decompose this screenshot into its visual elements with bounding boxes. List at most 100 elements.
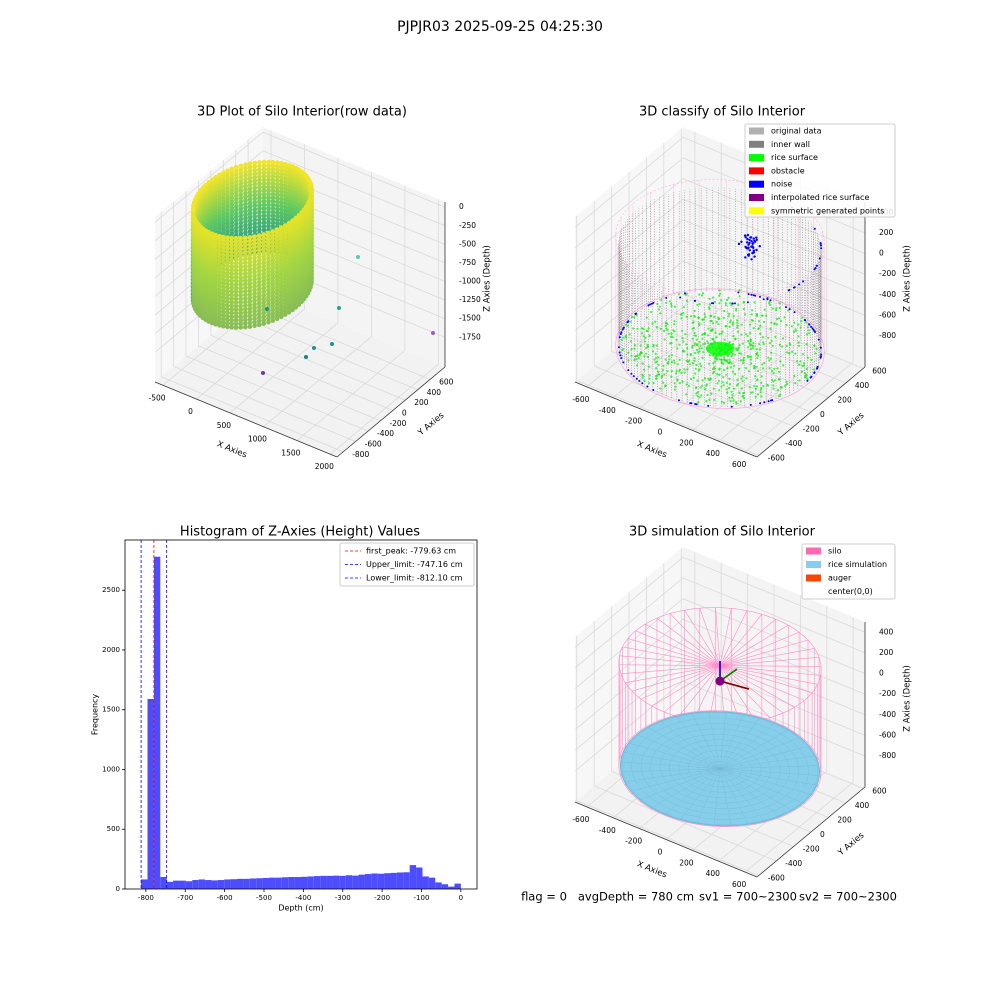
rice-point <box>712 296 715 299</box>
rice-point <box>750 319 753 322</box>
silo-spoke <box>715 607 721 666</box>
outlier-point <box>265 307 269 311</box>
point <box>283 179 288 185</box>
rice-point <box>660 376 663 379</box>
rice-point <box>743 391 746 394</box>
grid-line <box>586 131 696 388</box>
point <box>252 164 258 169</box>
point <box>257 167 262 172</box>
point <box>221 302 226 308</box>
point <box>221 320 226 326</box>
rice-point <box>626 324 629 327</box>
rice-point <box>633 347 636 350</box>
noise-point <box>635 312 638 315</box>
noise-point <box>763 401 766 404</box>
rice-point <box>701 318 704 321</box>
rice-point <box>767 336 770 339</box>
point <box>270 229 276 234</box>
point <box>261 264 267 269</box>
y-tick-label: 600 <box>439 377 454 386</box>
point <box>238 235 243 241</box>
point <box>225 242 230 248</box>
x-tick-label: 500 <box>217 421 232 430</box>
rice-point <box>670 332 673 335</box>
noise-point <box>649 303 651 306</box>
noise-point <box>627 369 630 372</box>
point <box>286 180 292 186</box>
point <box>209 274 215 279</box>
rice-point <box>673 305 676 308</box>
point <box>286 191 292 197</box>
noise-point <box>678 399 680 402</box>
rice-point <box>774 335 777 338</box>
x-tick-label: 200 <box>679 858 694 867</box>
rice-point <box>655 377 658 380</box>
point <box>270 282 276 288</box>
point <box>221 274 226 279</box>
rice-point <box>740 352 743 355</box>
rice-point <box>629 340 633 343</box>
point <box>282 269 288 275</box>
rice-point <box>728 325 731 328</box>
rice-point <box>736 378 739 381</box>
rice-point <box>733 387 736 390</box>
point <box>225 292 230 298</box>
point <box>266 277 271 282</box>
point <box>221 245 226 251</box>
rice-point <box>709 303 712 306</box>
point <box>213 304 218 309</box>
rice-point <box>738 391 741 395</box>
point <box>283 176 288 181</box>
point <box>217 201 222 206</box>
point <box>286 163 292 168</box>
point <box>209 177 215 182</box>
rice-point <box>761 363 764 366</box>
point <box>213 275 218 281</box>
point <box>217 262 222 268</box>
rice-point <box>761 336 764 339</box>
auger-x <box>719 680 750 690</box>
rice-point <box>691 362 695 365</box>
rice-point <box>669 342 672 345</box>
noise-point <box>813 227 816 230</box>
rice-point <box>621 349 624 352</box>
rice-mesh <box>665 768 721 815</box>
point <box>213 297 218 302</box>
point <box>257 203 262 208</box>
silo-ring <box>615 288 825 409</box>
point <box>252 167 258 173</box>
rice-point <box>683 371 686 374</box>
point <box>213 224 218 230</box>
rice-point <box>731 323 734 326</box>
y-tick-label: 200 <box>837 395 852 404</box>
point <box>217 308 222 314</box>
point <box>217 280 222 285</box>
point <box>238 303 243 309</box>
rice-point <box>767 356 770 359</box>
point <box>261 303 267 309</box>
point <box>266 216 271 222</box>
z-tick-label: -600 <box>879 310 896 319</box>
rice-point <box>678 382 682 385</box>
y-tick-label: 600 <box>872 786 887 795</box>
point <box>217 233 222 239</box>
rice-mesh <box>719 711 727 769</box>
noise-point <box>750 293 753 296</box>
rice-point <box>778 302 781 305</box>
point <box>243 223 248 228</box>
point <box>286 285 292 290</box>
rice-point <box>745 377 748 380</box>
rice-point <box>638 354 641 357</box>
point <box>275 206 280 212</box>
rice-point <box>701 292 705 295</box>
point <box>238 264 243 270</box>
rice-point <box>718 367 721 370</box>
rice-point <box>657 356 660 359</box>
point <box>270 246 276 252</box>
point <box>243 292 248 298</box>
rice-point <box>698 347 701 350</box>
rice-point <box>807 326 810 329</box>
rice-point <box>736 321 739 324</box>
point <box>261 257 267 262</box>
rice-point <box>722 376 725 379</box>
